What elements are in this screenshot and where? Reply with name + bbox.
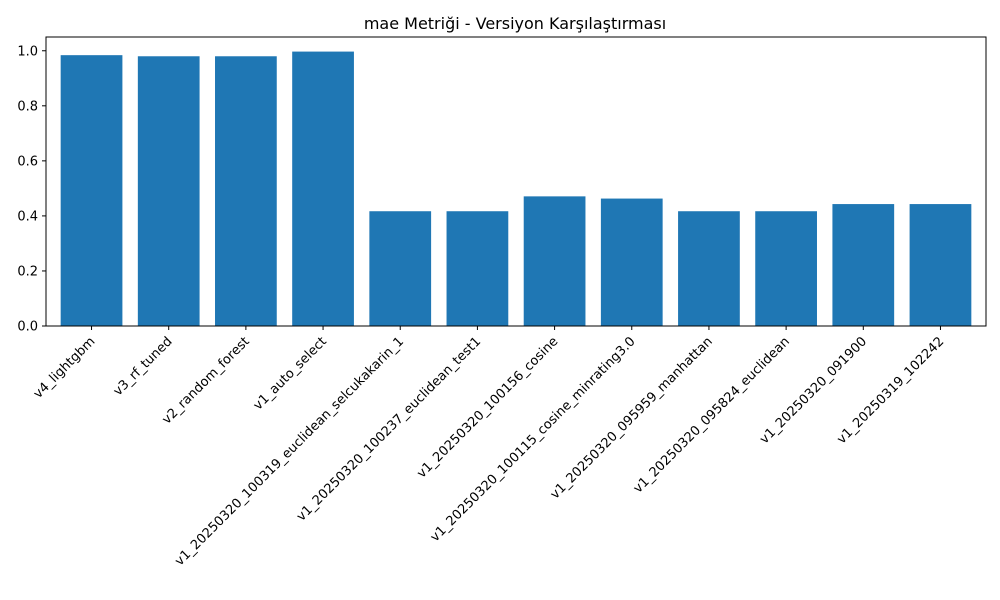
bar-9 bbox=[755, 211, 817, 326]
bar-11 bbox=[909, 204, 972, 326]
bars-group bbox=[60, 51, 972, 327]
bar-0 bbox=[60, 55, 123, 327]
x-tick-label: v2_random_forest bbox=[159, 334, 252, 427]
y-tick-label: 0.6 bbox=[17, 154, 38, 169]
bar-1 bbox=[137, 56, 200, 327]
y-tick-label: 0.0 bbox=[17, 320, 38, 335]
x-tick-label: v3_rf_tuned bbox=[111, 334, 176, 399]
bar-2 bbox=[215, 56, 277, 327]
bar-6 bbox=[523, 196, 586, 326]
plot-frame bbox=[45, 36, 987, 327]
x-tick-label: v1_auto_select bbox=[251, 334, 330, 413]
bar-4 bbox=[369, 211, 432, 326]
x-tick-label: v1_20250320_100156_cosine bbox=[414, 334, 561, 481]
bar-8 bbox=[678, 211, 740, 326]
y-tick-label: 1.0 bbox=[17, 44, 38, 59]
bar-5 bbox=[446, 211, 509, 326]
y-tick-label: 0.8 bbox=[17, 99, 38, 114]
y-tick-label: 0.2 bbox=[17, 264, 38, 279]
bar-3 bbox=[292, 51, 354, 327]
y-axis: 0.0 0.2 0.4 0.6 0.8 1.0 bbox=[17, 44, 46, 335]
x-tick-label: v1_20250320_095959_manhattan bbox=[548, 334, 716, 502]
chart-title: mae Metriği - Versiyon Karşılaştırması bbox=[364, 14, 666, 33]
x-axis: v4_lightgbm v3_rf_tunedv2_random_forestv1… bbox=[31, 326, 947, 569]
bar-10 bbox=[832, 204, 895, 326]
x-tick-label: v1_20250320_095824_euclidean bbox=[631, 334, 793, 496]
x-tick-label: v4_lightgbm bbox=[31, 334, 98, 401]
bar-7 bbox=[600, 198, 663, 326]
y-tick-label: 0.4 bbox=[17, 209, 38, 224]
